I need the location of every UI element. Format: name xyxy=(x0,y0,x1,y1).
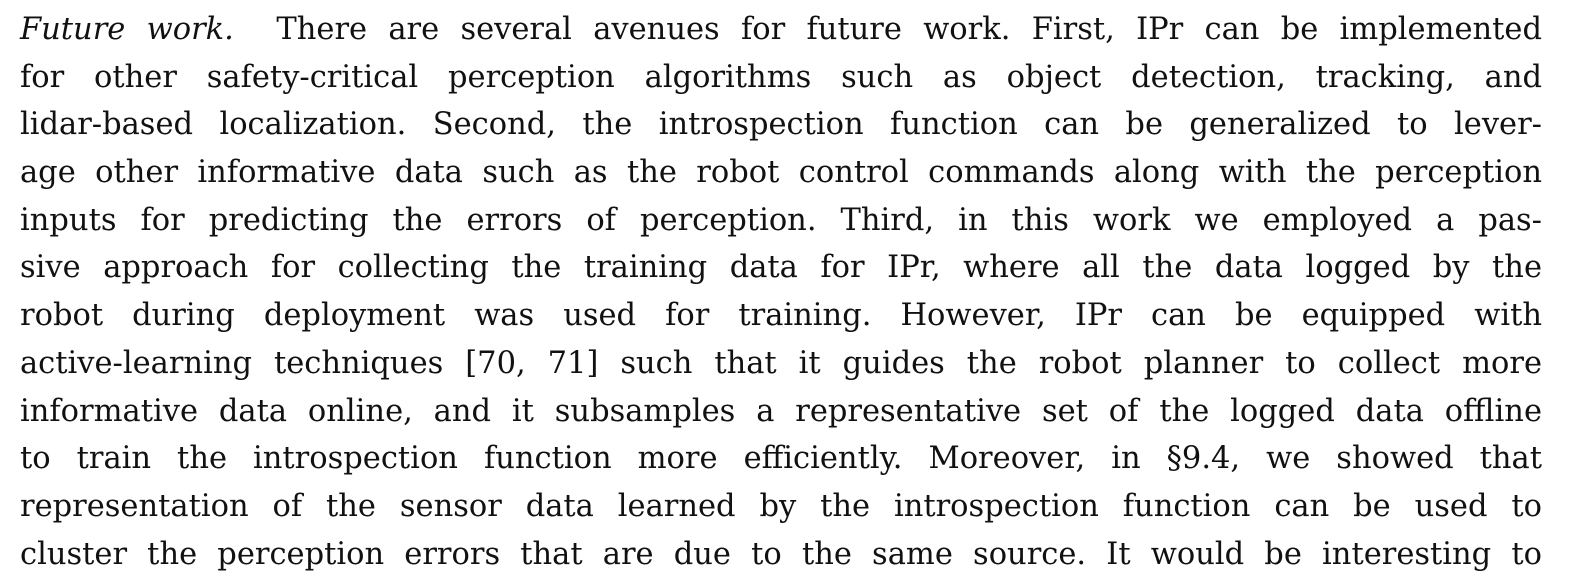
paper-paragraph: Future work. There are several avenues f… xyxy=(20,6,1542,578)
text-line-3: lidar-based localization. Second, the in… xyxy=(20,107,1542,143)
text-line-10: to train the introspection function more… xyxy=(20,441,1542,477)
text-line-8: active-learning techniques [70, 71] such… xyxy=(20,345,1542,381)
run-in-heading: Future work. xyxy=(20,12,234,47)
text-line-1-body: There are several avenues for future wor… xyxy=(276,12,1542,47)
text-line-6: sive approach for collecting the trainin… xyxy=(20,250,1542,286)
text-line-9: informative data online, and it subsampl… xyxy=(20,393,1542,429)
text-line-4: age other informative data such as the r… xyxy=(20,155,1542,191)
text-line-12: cluster the perception errors that are d… xyxy=(20,536,1542,572)
text-line-1: Future work. There are several avenues f… xyxy=(20,6,1542,54)
text-line-11: representation of the sensor data learne… xyxy=(20,488,1542,524)
text-line-7: robot during deployment was used for tra… xyxy=(20,298,1542,334)
text-line-5: inputs for predicting the errors of perc… xyxy=(20,202,1542,238)
text-line-2: for other safety-critical perception alg… xyxy=(20,59,1542,95)
